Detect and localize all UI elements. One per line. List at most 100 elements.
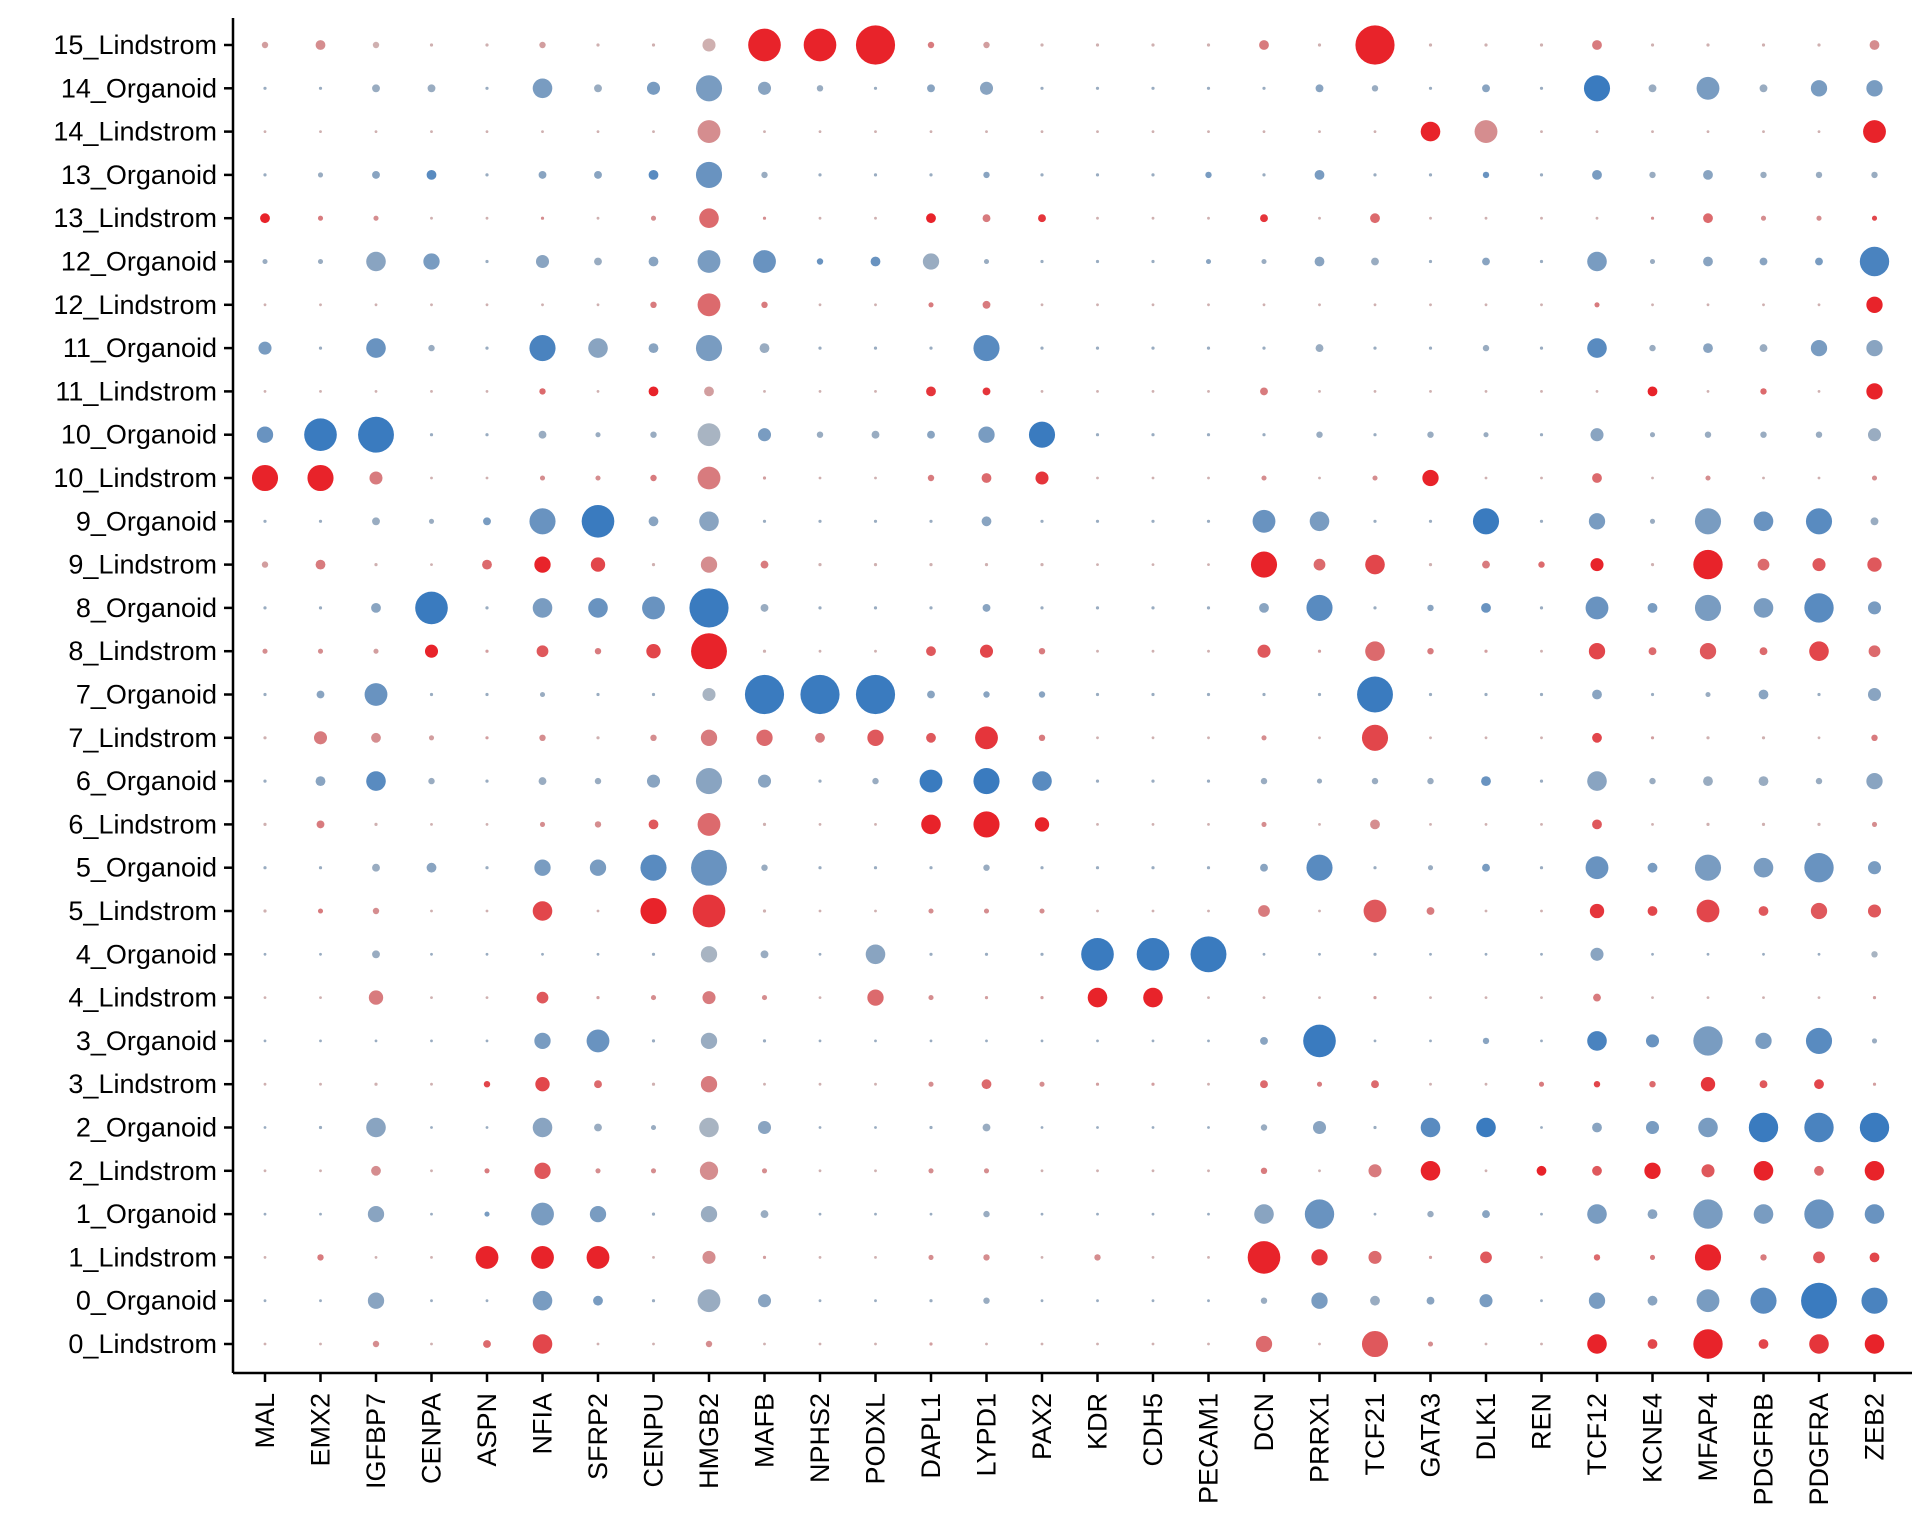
dot-12-lindstrom-prrx1	[1318, 303, 1321, 307]
dot-13-organoid-kdr	[1095, 173, 1100, 177]
dot-8-organoid-cenpa	[415, 591, 448, 625]
x-tick-label: DCN	[1249, 1393, 1279, 1452]
dot-1-organoid-pecam1	[1207, 1212, 1210, 1216]
dot-11-lindstrom-aspn	[485, 390, 489, 393]
dot-13-lindstrom-aspn	[485, 216, 489, 220]
dot-6-organoid-kcne4	[1649, 777, 1656, 785]
dot-5-lindstrom-prrx1	[1318, 909, 1321, 913]
dot-5-lindstrom-tcf12	[1589, 903, 1605, 919]
dot-13-organoid-pdgfra	[1815, 171, 1823, 179]
dot-13-lindstrom-podxl	[874, 216, 877, 220]
dot-7-lindstrom-cdh5	[1151, 736, 1155, 740]
dot-11-lindstrom-nphs2	[818, 390, 822, 393]
dot-13-organoid-cenpu	[648, 170, 659, 180]
dot-4-organoid-hmgb2	[700, 946, 718, 963]
dot-1-lindstrom-gata3	[1428, 1255, 1433, 1259]
dot-8-organoid-sfrp2	[588, 598, 608, 618]
dot-12-lindstrom-dlk1	[1484, 303, 1488, 307]
dot-4-organoid-nfia	[541, 952, 544, 956]
dot-12-organoid-pax2	[1040, 259, 1044, 264]
dot-10-lindstrom-pdgfrb	[1762, 476, 1765, 480]
dot-4-lindstrom-mfap4	[1706, 996, 1710, 999]
dot-1-organoid-podxl	[874, 1212, 877, 1216]
dot-7-lindstrom-pdgfra	[1817, 736, 1821, 740]
dot-1-lindstrom-dcn	[1247, 1241, 1281, 1274]
dot-6-lindstrom-pdgfra	[1817, 822, 1821, 827]
dot-5-lindstrom-gata3	[1426, 907, 1435, 915]
x-tick-label: IGFBP7	[361, 1393, 391, 1489]
x-tick-label: REN	[1527, 1393, 1557, 1450]
dot-2-organoid-mal	[263, 1126, 267, 1129]
dot-13-organoid-dapl1	[929, 173, 933, 177]
x-tick-label: HMGB2	[694, 1393, 724, 1489]
dot-13-organoid-nphs2	[818, 173, 822, 177]
dot-8-lindstrom-dlk1	[1484, 649, 1488, 653]
dot-6-organoid-igfbp7	[366, 771, 386, 791]
dot-15-lindstrom-podxl	[855, 25, 896, 65]
dot-3-lindstrom-cdh5	[1151, 1082, 1155, 1086]
dot-13-organoid-pdgfrb	[1760, 171, 1767, 179]
dot-9-lindstrom-sfrp2	[590, 557, 606, 572]
dot-4-lindstrom-dlk1	[1484, 996, 1488, 999]
dot-0-lindstrom-kdr	[1096, 1342, 1099, 1346]
dot-11-organoid-pdgfrb	[1759, 344, 1768, 353]
dot-3-organoid-mafb	[762, 1039, 767, 1043]
dot-1-lindstrom-dlk1	[1480, 1251, 1492, 1264]
dot-2-organoid-ren	[1540, 1126, 1543, 1129]
dot-1-lindstrom-mfap4	[1694, 1244, 1722, 1271]
dot-0-organoid-cenpu	[651, 1299, 656, 1303]
dot-9-organoid-pdgfra	[1805, 508, 1833, 535]
dot-14-lindstrom-nfia	[541, 130, 544, 134]
dot-1-organoid-kcne4	[1647, 1209, 1658, 1219]
dot-3-lindstrom-cenpu	[651, 1082, 656, 1086]
dot-14-lindstrom-nphs2	[818, 130, 822, 134]
dot-2-lindstrom-cenpa	[430, 1169, 433, 1173]
dot-8-lindstrom-pecam1	[1207, 649, 1210, 653]
dot-5-lindstrom-nphs2	[818, 909, 822, 913]
dot-13-lindstrom-hmgb2	[699, 208, 719, 228]
dot-14-organoid-lypd1	[979, 81, 994, 95]
dot-1-organoid-nfia	[531, 1202, 554, 1226]
dot-8-lindstrom-pdgfra	[1809, 641, 1829, 661]
dot-13-lindstrom-mal	[260, 213, 270, 224]
dot-15-lindstrom-pecam1	[1206, 43, 1211, 47]
dot-11-organoid-kcne4	[1649, 344, 1656, 352]
dot-2-lindstrom-kdr	[1096, 1169, 1099, 1173]
dot-0-organoid-nfia	[532, 1290, 553, 1311]
dot-1-organoid-dlk1	[1482, 1210, 1490, 1219]
dot-0-lindstrom-mal	[263, 1342, 267, 1346]
dot-3-lindstrom-tcf12	[1593, 1081, 1601, 1088]
dot-8-lindstrom-nfia	[536, 645, 549, 658]
dot-0-lindstrom-nfia	[532, 1334, 553, 1354]
dot-14-lindstrom-kcne4	[1651, 130, 1654, 134]
dot-5-organoid-emx2	[318, 866, 323, 870]
dot-14-organoid-ren	[1539, 86, 1544, 90]
dot-4-organoid-mafb	[760, 950, 769, 959]
dot-6-organoid-cenpa	[428, 777, 435, 785]
dot-11-lindstrom-pdgfra	[1817, 390, 1821, 393]
dot-9-lindstrom-igfbp7	[374, 563, 378, 567]
dot-10-organoid-nfia	[538, 430, 547, 439]
dot-7-organoid-emx2	[316, 690, 325, 699]
dot-13-organoid-emx2	[317, 172, 324, 178]
dot-3-organoid-mfap4	[1693, 1026, 1723, 1056]
dot-7-organoid-nfia	[539, 691, 546, 698]
dot-7-lindstrom-mafb	[756, 729, 773, 746]
dot-10-lindstrom-hmgb2	[697, 466, 721, 490]
dot-2-lindstrom-gata3	[1420, 1161, 1441, 1181]
dot-5-organoid-prrx1	[1306, 854, 1333, 881]
dot-8-lindstrom-emx2	[317, 648, 324, 654]
dot-0-organoid-pax2	[1040, 1299, 1044, 1303]
dot-7-organoid-ren	[1539, 692, 1544, 697]
dot-5-lindstrom-emx2	[317, 908, 324, 914]
dot-4-organoid-dapl1	[929, 952, 933, 956]
dot-10-organoid-gata3	[1427, 431, 1434, 438]
dot-1-lindstrom-cdh5	[1151, 1256, 1155, 1259]
dot-0-lindstrom-mafb	[763, 1342, 766, 1346]
dot-12-organoid-tcf21	[1371, 257, 1379, 266]
dot-4-organoid-zeb2	[1871, 951, 1878, 958]
dot-0-organoid-ren	[1540, 1299, 1543, 1303]
dot-12-lindstrom-hmgb2	[697, 293, 721, 317]
dot-6-lindstrom-pax2	[1034, 817, 1050, 832]
dot-14-organoid-nphs2	[816, 85, 824, 92]
